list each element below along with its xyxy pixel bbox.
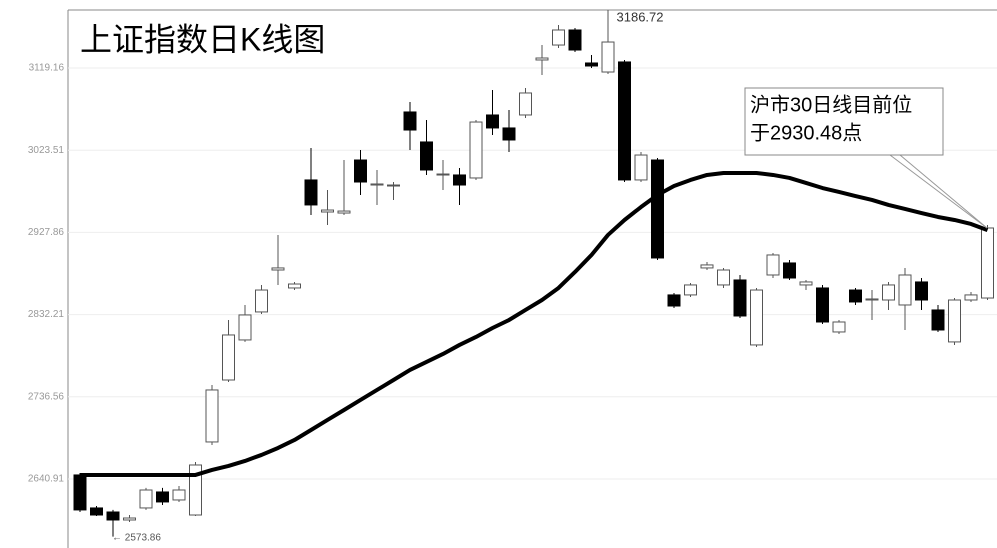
candle-body (601, 41, 615, 73)
candle-body (898, 274, 912, 306)
candle-body (238, 314, 252, 341)
candle-body (865, 298, 879, 301)
y-tick-label: 2832.21 (28, 309, 65, 320)
candle-body (255, 289, 268, 313)
candle-body (816, 287, 829, 323)
candle-body (502, 127, 516, 141)
candle-body (750, 289, 763, 346)
callout-line (899, 154, 988, 229)
candle-body (288, 283, 301, 289)
candle-body (354, 159, 367, 183)
ma-line (80, 170, 989, 477)
y-tick-label: 2736.56 (28, 391, 65, 402)
candle-body (271, 267, 285, 271)
candle-body (486, 114, 499, 129)
candle-body (981, 227, 994, 299)
candle-body (205, 389, 219, 443)
y-tick-label: 3023.51 (28, 145, 65, 156)
candle-body (453, 174, 466, 186)
y-tick-label: 2640.91 (28, 474, 65, 485)
candle-body (882, 284, 895, 301)
annotation: 沪市30日线目前位 (750, 93, 912, 116)
low-label: ← 2573.86 (112, 533, 161, 544)
candle-body (156, 491, 169, 503)
candle-body (717, 269, 730, 286)
candle-body (90, 507, 103, 516)
candle-body (139, 489, 153, 509)
candle-body (766, 254, 780, 276)
annotation: 于2930.48点 (750, 121, 862, 144)
candle-body (222, 334, 235, 381)
candle-body (370, 183, 384, 186)
candle-body (123, 517, 136, 521)
candle-body (106, 511, 120, 521)
chart-title: 上证指数日K线图 (80, 21, 325, 57)
candle-body (585, 62, 598, 67)
candle-body (189, 464, 202, 516)
candle-body (436, 173, 450, 176)
candle-body (172, 489, 186, 501)
candle-body (684, 284, 697, 296)
candle-body (618, 61, 631, 181)
candle-body (321, 209, 334, 213)
candle-body (700, 264, 714, 269)
candle-body (783, 262, 796, 279)
candle-body (387, 184, 400, 187)
candle-body (420, 141, 433, 171)
candle-body (552, 29, 565, 46)
candle-body (651, 159, 664, 259)
candle-body (832, 321, 846, 333)
candle-body (403, 111, 417, 131)
candle-body (535, 57, 549, 61)
candle-body (634, 154, 648, 181)
candle-body (337, 210, 351, 214)
candle-body (849, 289, 862, 303)
candle-body (519, 92, 532, 116)
annotation-box (744, 87, 944, 156)
candle-body (568, 29, 582, 51)
high-label: 3186.72 (617, 9, 664, 24)
candle-body (915, 281, 928, 301)
candle-body (931, 309, 945, 331)
candle-body (733, 279, 747, 317)
candle-body (948, 299, 961, 343)
candle-body (799, 281, 813, 286)
candle-body (73, 474, 87, 511)
y-tick-label: 3119.16 (29, 63, 65, 74)
candle-body (304, 179, 318, 206)
candle-body (469, 121, 483, 179)
candle-body (964, 294, 978, 301)
callout-line (889, 154, 988, 229)
candle-body (667, 294, 681, 307)
y-tick-label: 2927.86 (28, 227, 65, 238)
